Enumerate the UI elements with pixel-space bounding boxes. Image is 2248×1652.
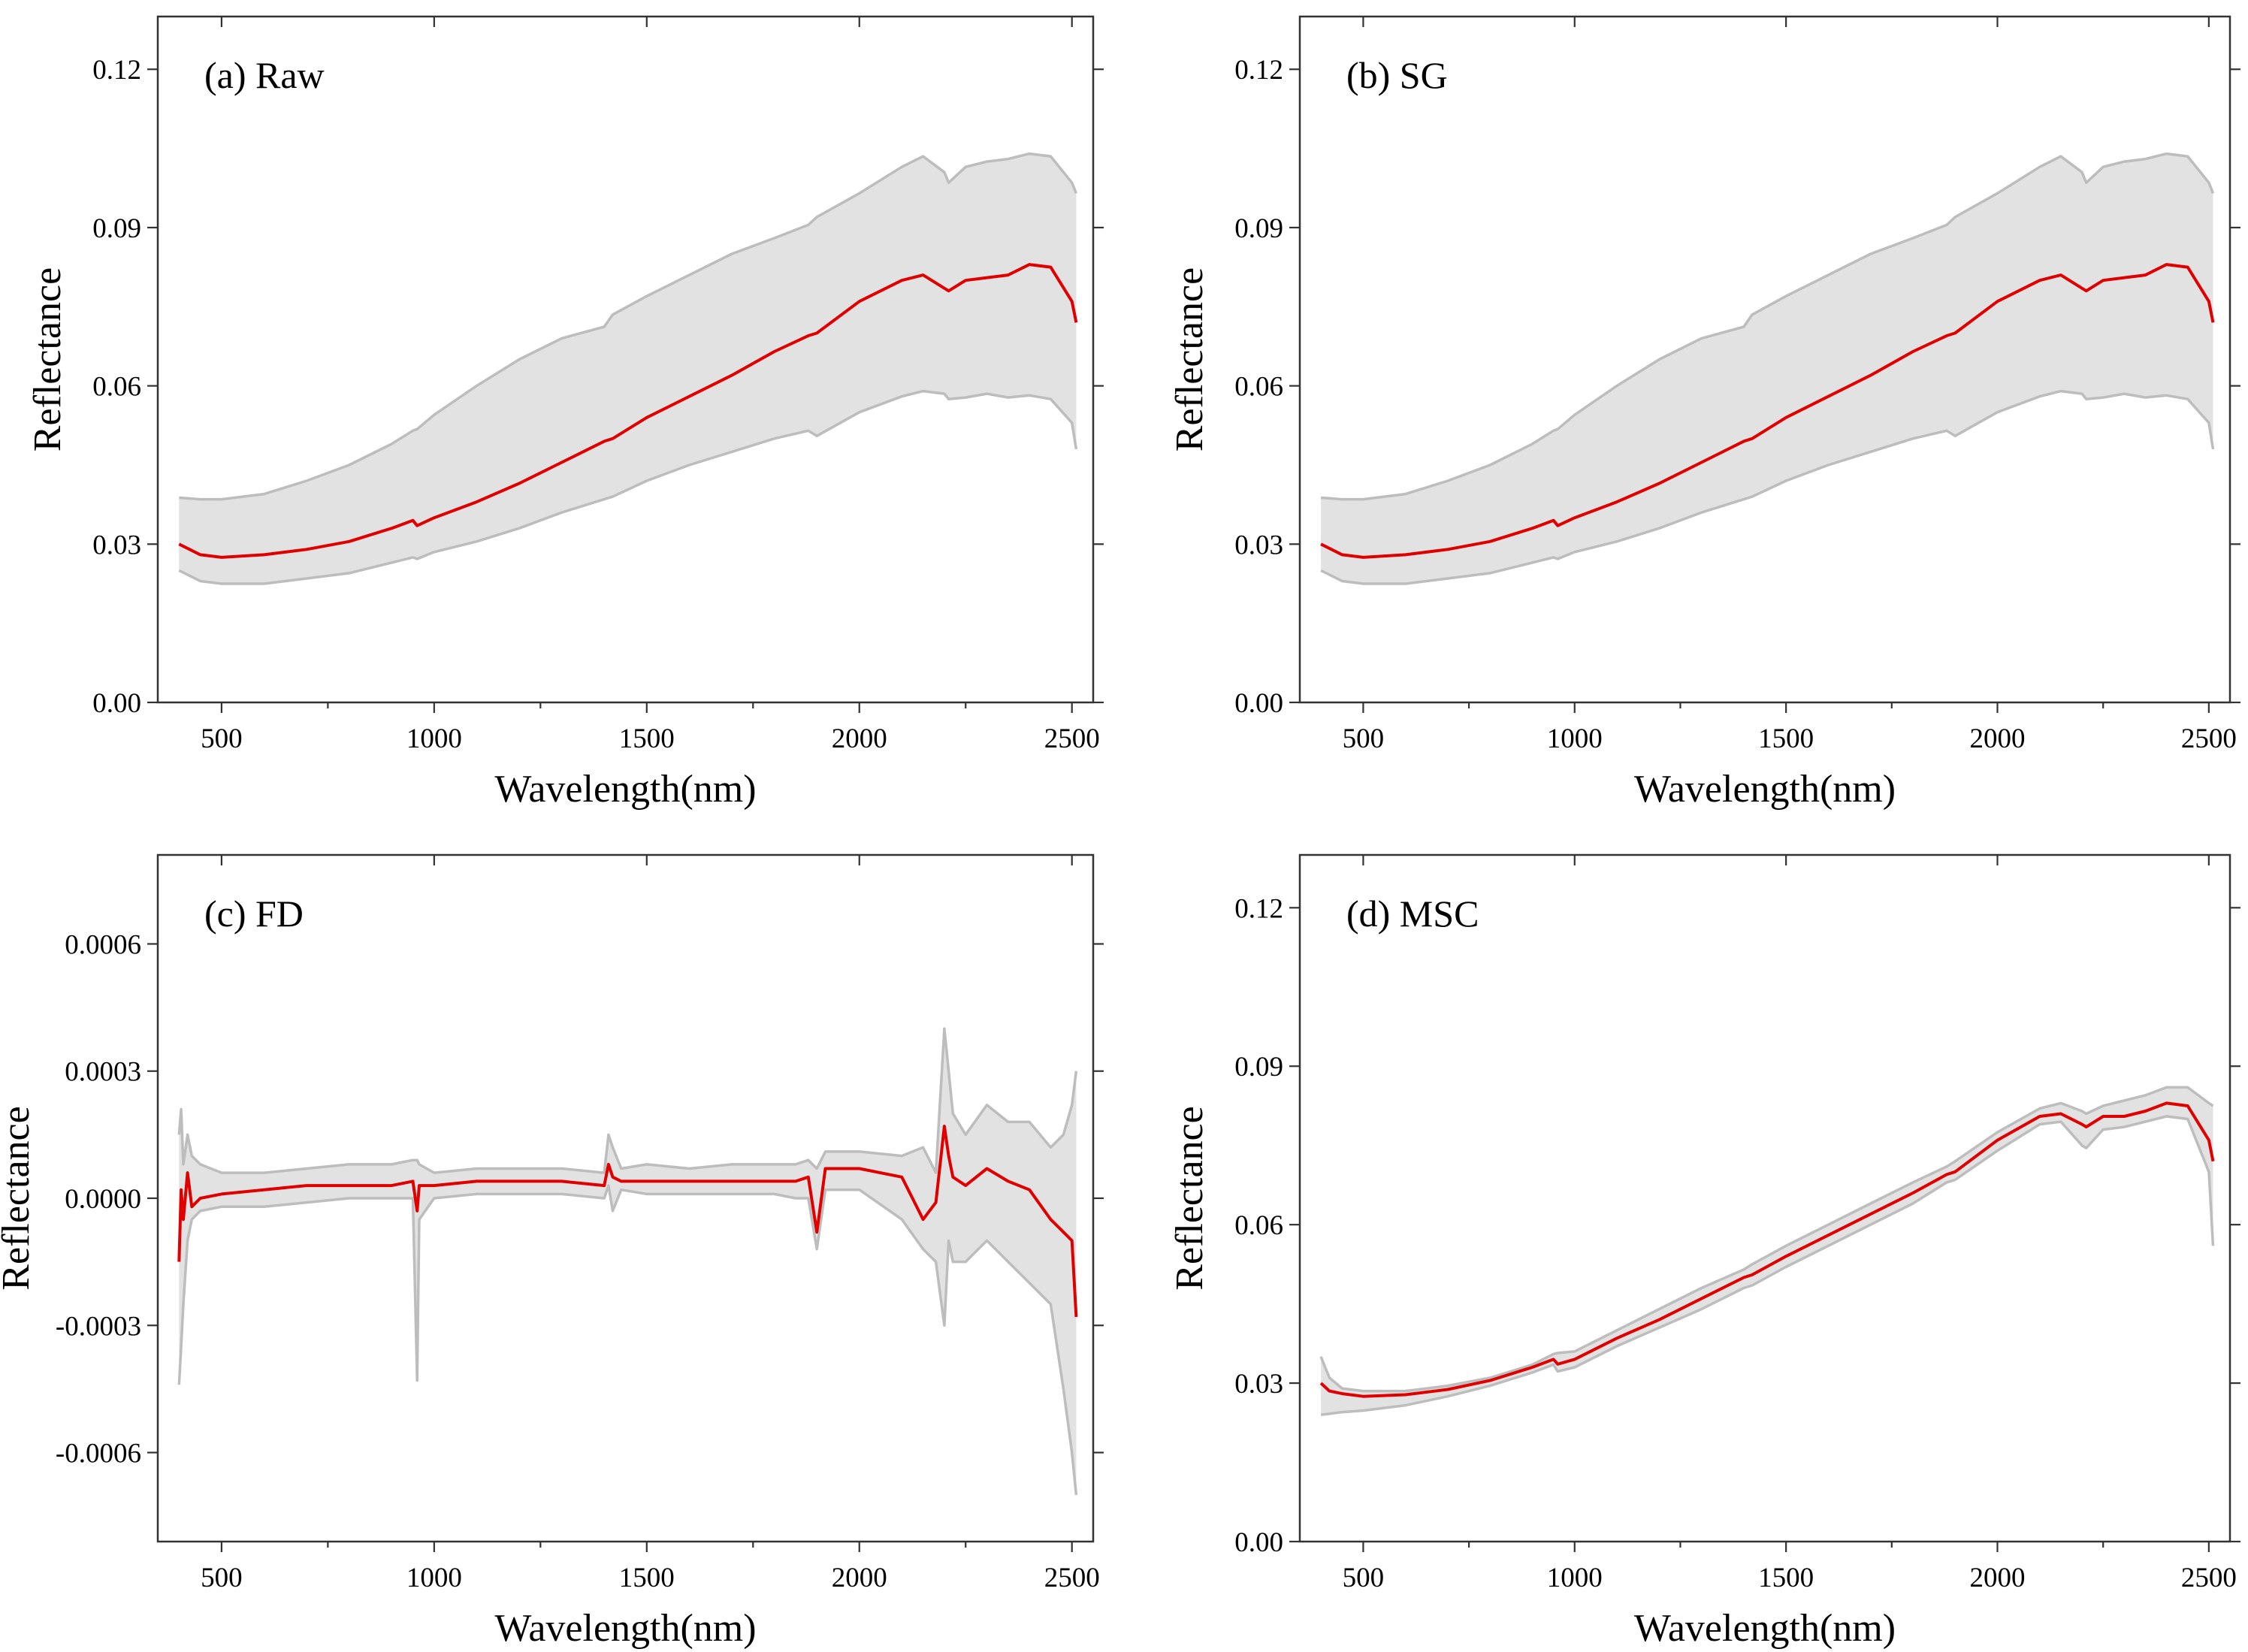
x-tick-label: 500 — [1343, 723, 1385, 754]
mean-line — [1319, 1101, 2215, 1398]
y-axis-label: Reflectance — [1168, 267, 1211, 452]
panel-title: (c) FD — [204, 892, 304, 935]
x-axis-label: Wavelength(nm) — [1634, 768, 1896, 811]
chart-panel-2: 500 1000 1500 2000 2500 -0.0006 -0.0003 0.0000 0… — [0, 853, 1104, 1650]
x-tick-label: 1000 — [1547, 723, 1603, 754]
chart-panel-0: 500 1000 1500 2000 2500 0.00 0.03 0.06 0.09 0.12 (… — [26, 15, 1104, 811]
lower-bound-line — [178, 389, 1078, 585]
upper-bound-line — [1320, 152, 2215, 501]
y-tick-label: 0.03 — [1234, 1369, 1283, 1400]
chart-panel-3: 500 1000 1500 2000 2500 0.00 0.03 0.06 0.09 0.12 (… — [1168, 853, 2240, 1650]
x-tick-label: 1500 — [619, 723, 675, 754]
range-band — [1321, 153, 2213, 584]
lower-bound-line — [1320, 1115, 2215, 1417]
x-axis-label: Wavelength(nm) — [1634, 1607, 1896, 1650]
panel-title: (b) SG — [1346, 54, 1448, 96]
x-tick-label: 1000 — [406, 723, 462, 754]
x-tick-label: 1500 — [1758, 1563, 1814, 1593]
y-axis-label: Reflectance — [1168, 1106, 1211, 1290]
mean-line — [177, 1125, 1078, 1318]
x-axis-label: Wavelength(nm) — [494, 1607, 756, 1650]
y-tick-label: 0.12 — [1234, 55, 1283, 86]
y-tick-label: 0.12 — [92, 55, 141, 86]
y-tick-label: 0.03 — [92, 530, 141, 560]
x-tick-label: 2500 — [1044, 1563, 1100, 1593]
x-tick-label: 500 — [201, 1563, 243, 1593]
y-tick-label: 0.0003 — [65, 1057, 141, 1088]
x-tick-label: 1000 — [406, 1563, 462, 1593]
y-axis-label: Reflectance — [26, 267, 69, 452]
range-band — [179, 1028, 1077, 1495]
y-tick-label: 0.12 — [1234, 893, 1283, 924]
x-tick-label: 2000 — [1970, 1563, 2026, 1593]
y-tick-label: 0.09 — [1234, 213, 1283, 244]
x-tick-label: 2500 — [2181, 1563, 2237, 1593]
x-tick-label: 1500 — [619, 1563, 675, 1593]
chart-panel-1: 500 1000 1500 2000 2500 0.00 0.03 0.06 0.09 0.12 (… — [1168, 15, 2240, 811]
y-tick-label: -0.0006 — [56, 1439, 141, 1469]
plot-frame — [156, 15, 1095, 704]
x-axis-label: Wavelength(nm) — [494, 768, 756, 811]
x-tick-label: 1500 — [1758, 723, 1814, 754]
y-tick-label: 0.06 — [92, 372, 141, 403]
y-tick-label: 0.09 — [92, 213, 141, 244]
y-tick-label: 0.09 — [1234, 1052, 1283, 1083]
upper-bound-line — [179, 152, 1078, 501]
x-tick-label: 2000 — [832, 723, 887, 754]
y-tick-label: 0.0000 — [65, 1184, 141, 1215]
x-tick-label: 2000 — [832, 1563, 887, 1593]
x-tick-label: 2500 — [2181, 723, 2237, 754]
y-axis-label: Reflectance — [0, 1106, 38, 1290]
plot-frame — [1298, 853, 2231, 1543]
y-tick-label: -0.0003 — [56, 1311, 141, 1342]
lower-bound-line — [1320, 389, 2215, 585]
mean-line — [178, 263, 1078, 559]
x-tick-label: 1000 — [1547, 1563, 1603, 1593]
lower-bound-line — [177, 1184, 1078, 1496]
x-tick-label: 500 — [201, 723, 243, 754]
x-tick-label: 2000 — [1970, 723, 2026, 754]
y-tick-label: 0.00 — [1234, 688, 1283, 719]
y-tick-label: 0.06 — [1234, 372, 1283, 403]
x-tick-label: 2500 — [1044, 723, 1100, 754]
upper-bound-line — [1319, 1086, 2214, 1393]
y-tick-label: 0.06 — [1234, 1210, 1283, 1241]
plot-frame — [1298, 15, 2231, 704]
y-tick-label: 0.0006 — [65, 929, 141, 960]
y-tick-label: 0.03 — [1234, 530, 1283, 560]
range-band — [179, 153, 1077, 584]
range-band — [1321, 1087, 2213, 1415]
y-tick-label: 0.00 — [92, 688, 141, 719]
panel-title: (d) MSC — [1346, 892, 1479, 935]
mean-line — [1320, 263, 2215, 559]
upper-bound-line — [177, 1027, 1078, 1174]
panel-title: (a) Raw — [204, 54, 325, 96]
x-tick-label: 500 — [1343, 1563, 1385, 1593]
y-tick-label: 0.00 — [1234, 1527, 1283, 1558]
